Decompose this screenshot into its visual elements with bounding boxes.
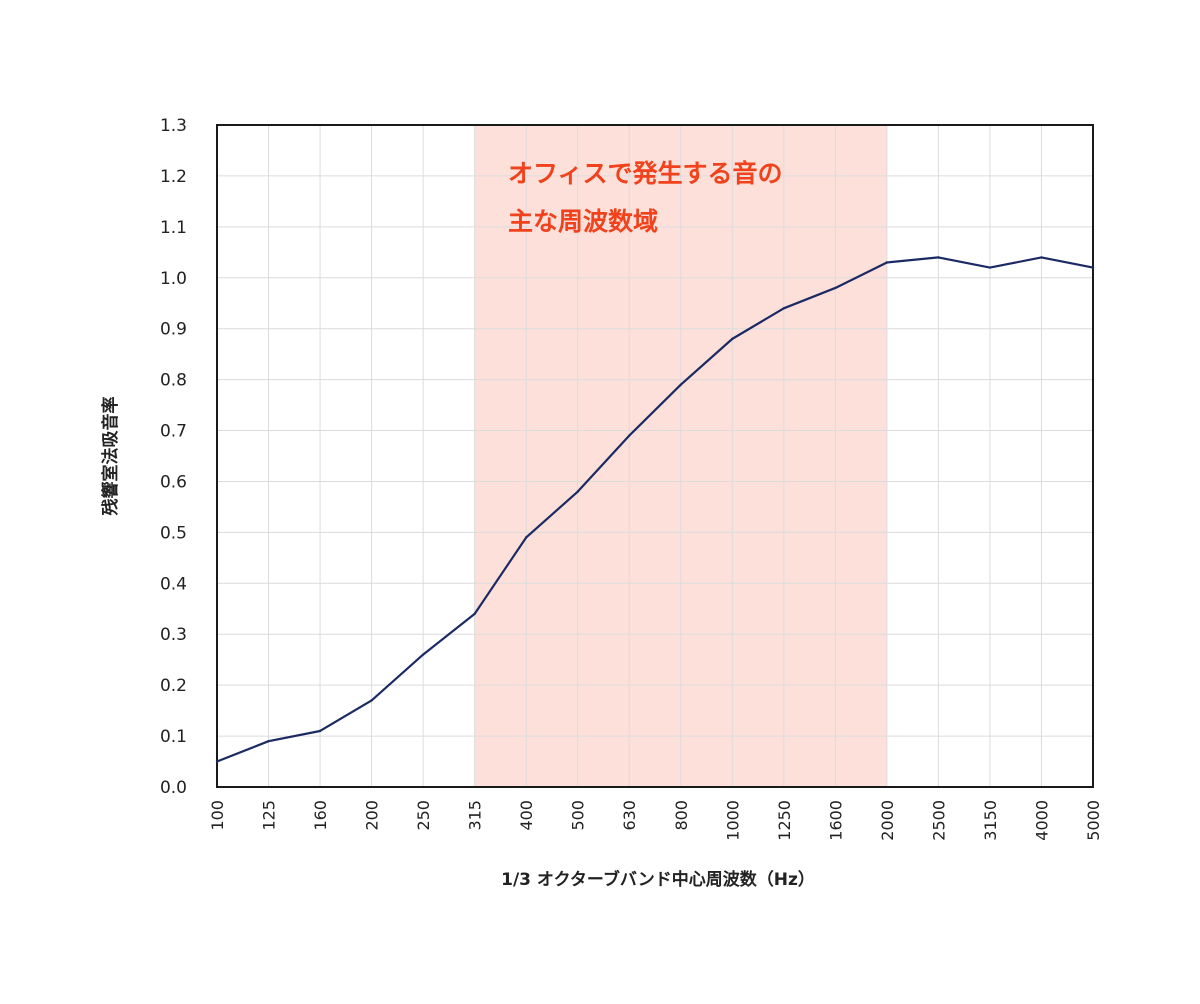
y-tick-label: 1.2 xyxy=(160,167,187,187)
x-tick-label: 100 xyxy=(208,800,227,831)
y-tick-label: 1.1 xyxy=(160,218,187,238)
data-point xyxy=(421,653,425,656)
x-tick-label: 160 xyxy=(311,800,330,831)
x-tick-label: 630 xyxy=(620,800,639,831)
data-point xyxy=(267,739,270,743)
x-tick-label: 5000 xyxy=(1084,800,1103,841)
x-tick-label: 200 xyxy=(363,800,382,831)
x-tick-label: 250 xyxy=(414,800,433,831)
y-tick-label: 1.3 xyxy=(160,116,187,136)
x-tick-label: 800 xyxy=(672,800,691,831)
x-tick-label: 3150 xyxy=(981,800,1000,841)
y-tick-label: 0.2 xyxy=(160,676,187,696)
x-tick-label: 2000 xyxy=(878,800,897,841)
x-tick-label: 500 xyxy=(569,800,588,831)
data-point xyxy=(318,729,322,733)
data-point xyxy=(473,612,476,616)
data-point xyxy=(834,286,837,290)
data-point xyxy=(628,434,631,437)
data-point xyxy=(885,261,889,264)
data-point xyxy=(524,536,528,539)
data-point xyxy=(782,307,786,310)
y-tick-label: 0.6 xyxy=(160,472,187,492)
annotation-line-1: オフィスで発生する音の xyxy=(508,159,783,188)
data-point xyxy=(370,699,373,702)
x-tick-label: 4000 xyxy=(1032,800,1051,841)
x-tick-label: 1600 xyxy=(826,800,845,841)
y-tick-label: 1.0 xyxy=(160,269,187,289)
y-axis-label: 残響室法吸音率 xyxy=(100,397,121,516)
x-tick-label: 400 xyxy=(517,800,536,831)
y-tick-label: 0.9 xyxy=(160,320,187,340)
y-tick-label: 0.0 xyxy=(160,778,187,798)
data-point xyxy=(988,266,992,269)
point-layer xyxy=(215,256,1095,763)
data-point xyxy=(1040,256,1043,259)
series-line xyxy=(216,256,1094,763)
data-point xyxy=(731,337,734,341)
x-tick-label: 125 xyxy=(260,800,279,831)
y-tick-label: 0.5 xyxy=(160,523,187,543)
annotation-line-2: 主な周波数域 xyxy=(508,207,658,236)
data-point xyxy=(215,760,219,763)
y-tick-label: 0.3 xyxy=(160,625,187,645)
data-point xyxy=(937,256,940,259)
data-point xyxy=(679,383,682,386)
data-point xyxy=(1091,266,1095,269)
y-tick-label: 0.8 xyxy=(160,371,187,391)
x-tick-label: 2500 xyxy=(929,800,948,841)
x-axis-label: 1/3 オクターブバンド中心周波数（Hz） xyxy=(501,869,815,890)
data-point xyxy=(576,490,579,493)
x-tick-label: 1250 xyxy=(775,800,794,841)
y-tick-label: 0.4 xyxy=(160,574,187,594)
plot-frame xyxy=(216,124,1094,788)
x-tick-label: 315 xyxy=(466,800,485,831)
y-tick-label: 0.7 xyxy=(160,422,187,442)
y-tick-labels: 0.0 0.1 0.2 0.3 0.4 0.5 0.6 0.7 0.8 0.9 1.0 1.1 1.2 1… xyxy=(160,116,187,798)
x-tick-label: 1000 xyxy=(723,800,742,841)
x-tick-labels: 100 125 160 200 250 315 400 500 630 800 1000 1250 16… xyxy=(208,800,1103,841)
y-tick-label: 0.1 xyxy=(160,727,187,747)
